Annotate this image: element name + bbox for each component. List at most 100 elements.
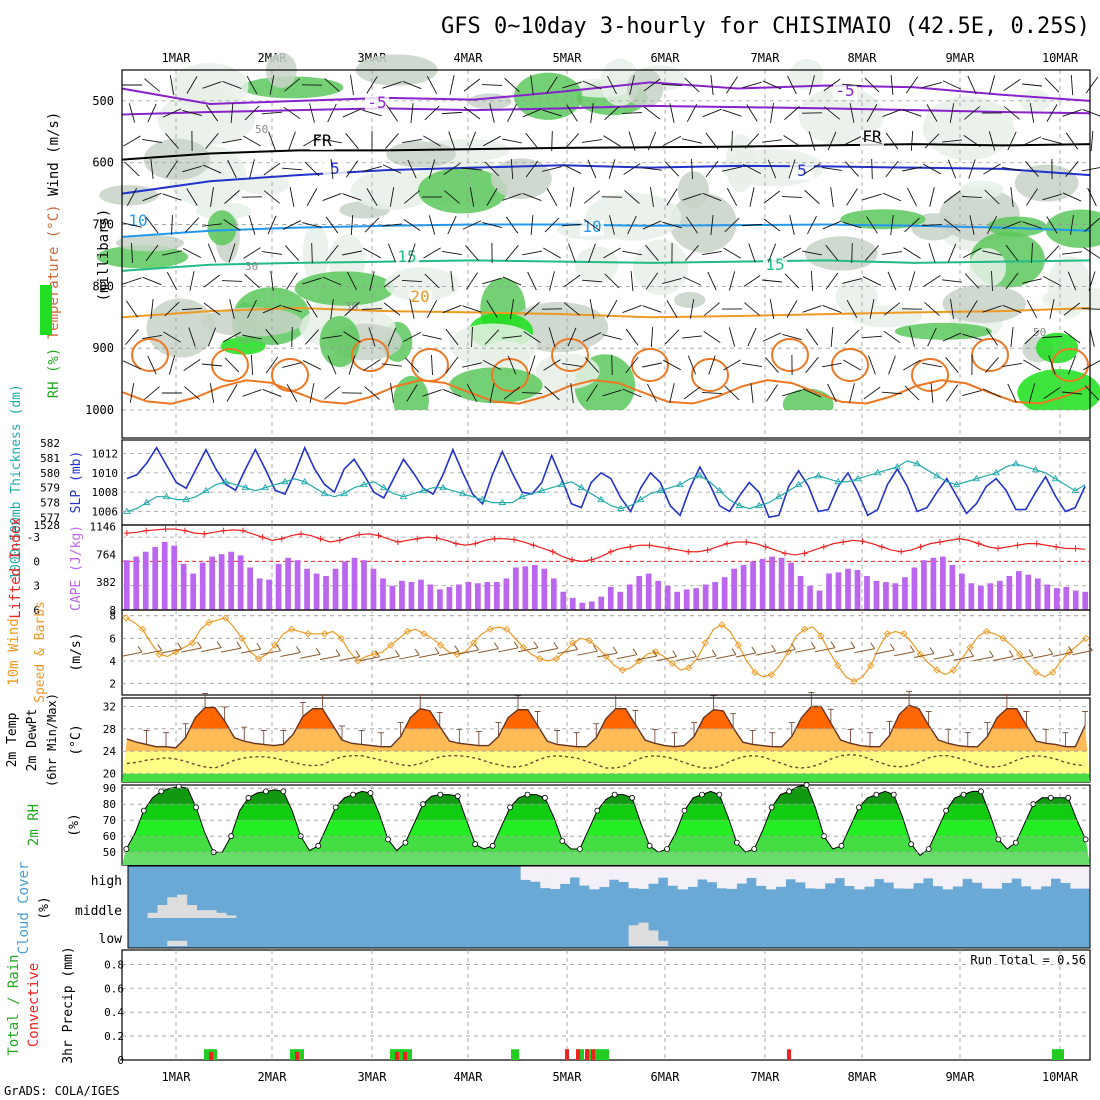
- panels: 1MAR 2MAR 3MAR 4MAR 5MAR 6MAR 7MAR 8MAR 9MAR 10MA…: [5, 51, 1100, 1084]
- li-marker: [724, 540, 730, 547]
- wind-barb-10m: [1072, 650, 1093, 656]
- wind-barb: [364, 386, 380, 400]
- wind-barb: [770, 103, 774, 123]
- wind-barb: [431, 354, 433, 376]
- rh-marker: [245, 794, 252, 801]
- temp-ring: [551, 338, 589, 372]
- wind-barb-feather: [790, 643, 796, 650]
- wind-barb: [851, 242, 853, 264]
- wind-barb: [781, 196, 803, 198]
- cape-bar: [892, 583, 899, 610]
- precip-total-bar: [596, 1049, 604, 1060]
- rh-marker: [1012, 839, 1019, 846]
- wind-barb: [482, 277, 502, 285]
- wind-barb: [302, 222, 322, 228]
- rh-marker: [611, 791, 618, 798]
- wind-barb: [868, 355, 876, 375]
- cloud-high: [559, 866, 571, 884]
- wind-barb: [1005, 272, 1019, 290]
- wind-barb: [347, 271, 357, 291]
- wind-speed-marker: [503, 625, 511, 633]
- wind-barb: [664, 329, 680, 345]
- wind-barb: [262, 304, 282, 314]
- wind-barb: [966, 300, 978, 318]
- wind-barb-feather: [592, 644, 598, 652]
- thickness-marker: [617, 504, 625, 512]
- wind-tick-label: 2: [109, 678, 116, 691]
- wind-barb: [128, 103, 136, 123]
- cape-bar: [797, 576, 804, 610]
- thickness-marker: [162, 492, 171, 500]
- cloud-high: [854, 866, 865, 890]
- cape-bar: [494, 582, 500, 610]
- wind-barb: [428, 215, 436, 235]
- wind-barb: [265, 328, 279, 346]
- cloud-high: [707, 866, 718, 883]
- thickness-marker: [518, 492, 526, 500]
- wind-barb: [210, 187, 214, 207]
- cloud-middle: [196, 910, 207, 918]
- contour-label-bg: [580, 220, 604, 236]
- wind-barb: [1002, 166, 1022, 172]
- cloud-high: [942, 866, 953, 890]
- wind-barb: [1028, 383, 1036, 403]
- wind-barb: [887, 271, 897, 291]
- thickness-marker: [1031, 465, 1040, 473]
- wind-barb: [203, 302, 221, 316]
- li-marker: [414, 535, 421, 542]
- wind-barb: [363, 247, 381, 259]
- wind-barb: [1007, 131, 1017, 151]
- wind-barb: [904, 385, 920, 401]
- wind-barb-feather: [711, 649, 717, 657]
- wind-barb: [542, 166, 562, 172]
- chart-title: GFS 0~10day 3-hourly for CHISIMAIO (42.5…: [441, 14, 1090, 39]
- mb-tick-label: 700: [92, 218, 114, 232]
- thickness-marker: [636, 495, 645, 503]
- wind-barb: [325, 244, 339, 262]
- wind-barb: [882, 192, 902, 202]
- wind-barb: [228, 243, 236, 263]
- wind-barb: [426, 299, 438, 319]
- cape-bar: [550, 578, 557, 610]
- wind-barb: [823, 106, 841, 120]
- rh-marker: [280, 788, 287, 795]
- wind-barb-feather: [870, 642, 876, 649]
- wind-barb: [603, 247, 621, 259]
- li-tick-label: -3: [27, 531, 40, 544]
- wind-barb: [263, 162, 281, 176]
- cape-bar: [987, 583, 994, 610]
- wind-barb: [643, 78, 661, 92]
- wind-barb: [181, 307, 203, 311]
- day-label-bottom: 9MAR: [946, 1070, 976, 1084]
- wind-barb: [602, 334, 622, 340]
- li-marker: [549, 548, 556, 555]
- cape-tick-label: 8: [109, 604, 116, 617]
- cape-li-panel: -3 0 3 6 1146 764 382 8 Lifted Index CAPE (J/kg): [8, 517, 1091, 619]
- cape-bar: [959, 573, 965, 610]
- wind-barb: [926, 104, 938, 122]
- wind-barb: [1062, 109, 1082, 117]
- wind-barb: [647, 131, 657, 151]
- wind-barb: [282, 220, 302, 230]
- cape-bar: [190, 573, 197, 610]
- wind-barb: [625, 356, 639, 374]
- wind-barb-feather: [751, 646, 757, 654]
- below-surface: [122, 410, 1090, 438]
- thickness-tick-label: 577: [40, 512, 60, 525]
- wind-barb: [188, 327, 196, 347]
- wind-barb: [466, 272, 478, 290]
- cloud-high: [579, 866, 590, 886]
- wind-barb-10m: [280, 651, 301, 657]
- wind-barb: [1049, 299, 1055, 319]
- wind-barb: [724, 217, 740, 233]
- wind-barb: [402, 80, 422, 90]
- wind-barb: [306, 300, 318, 318]
- wind-barb: [142, 334, 162, 340]
- wind-barb: [510, 158, 514, 180]
- wind-barb: [566, 104, 578, 122]
- wind-barb-10m: [735, 652, 756, 658]
- wind-barb: [387, 327, 397, 347]
- wind-barb-feather: [335, 649, 341, 656]
- wind-barb: [822, 305, 842, 313]
- cape-bar: [304, 568, 310, 610]
